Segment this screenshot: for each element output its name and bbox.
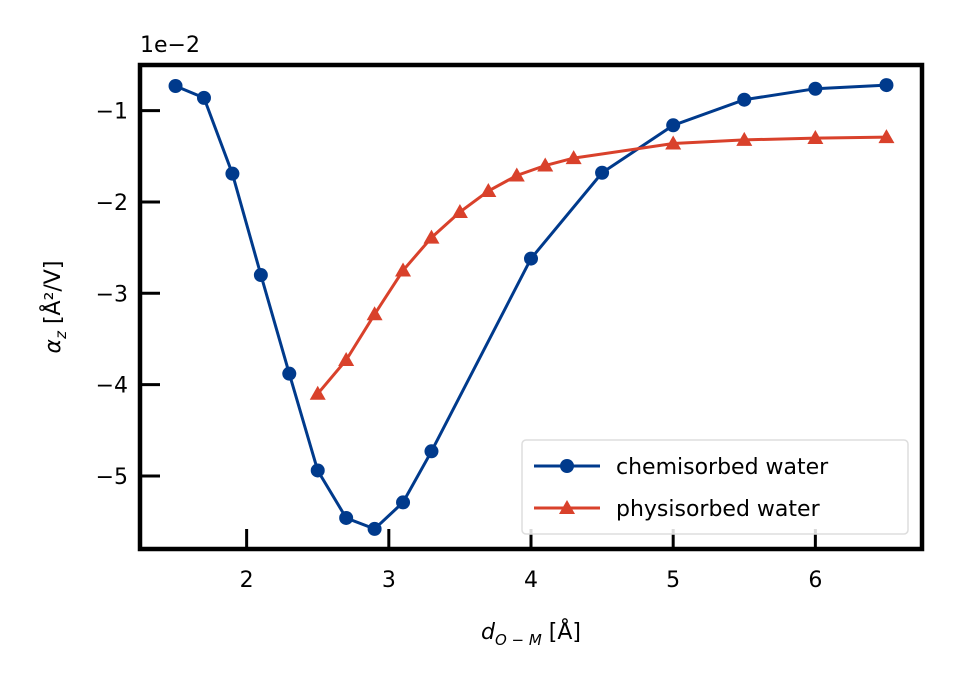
series-line-0 xyxy=(174,83,887,531)
legend-box xyxy=(521,439,909,535)
y-axis-label-unit: [Å²/V] xyxy=(39,261,66,332)
data-point-0 xyxy=(339,510,354,525)
data-point-0 xyxy=(282,366,297,381)
data-point-0 xyxy=(666,118,681,133)
data-point-1 xyxy=(736,131,753,146)
legend: chemisorbed water physisorbed water xyxy=(521,439,909,535)
y-axis-label: αz [Å²/V] xyxy=(39,261,70,354)
x-tick-label: 3 xyxy=(382,568,396,593)
data-point-1 xyxy=(508,167,525,182)
x-axis-label-subscript: O − M xyxy=(495,631,542,649)
x-tick-label: 6 xyxy=(808,568,822,593)
data-point-0 xyxy=(808,81,823,96)
y-multiplier-label: 1e−2 xyxy=(140,33,200,58)
plot-frame xyxy=(137,62,925,552)
y-tick-label: −3 xyxy=(96,282,128,307)
y-tick-label: −5 xyxy=(96,465,128,490)
legend-label-chemisorbed: chemisorbed water xyxy=(616,455,829,480)
y-axis-ticks: −1 −2 −3 −4 −5 xyxy=(96,100,160,490)
x-tick-label: 4 xyxy=(524,568,538,593)
data-point-0 xyxy=(225,166,240,181)
x-axis-label-unit: [Å] xyxy=(542,618,581,645)
x-axis-label: dO − M [Å] xyxy=(481,618,581,649)
data-point-1 xyxy=(565,150,582,165)
data-point-0 xyxy=(168,79,183,94)
data-point-0 xyxy=(310,463,325,478)
legend-marker-chemisorbed xyxy=(560,459,574,473)
data-point-1 xyxy=(807,130,824,145)
x-axis-label-main: d xyxy=(481,620,496,645)
data-point-0 xyxy=(595,165,610,180)
series-layer xyxy=(168,78,895,536)
data-point-1 xyxy=(309,385,326,400)
x-tick-label: 2 xyxy=(240,568,254,593)
legend-label-physisorbed: physisorbed water xyxy=(616,497,821,522)
x-tick-label: 5 xyxy=(666,568,680,593)
data-point-1 xyxy=(366,306,383,321)
series-line-1 xyxy=(316,135,887,395)
y-tick-label: −2 xyxy=(96,191,128,216)
data-point-1 xyxy=(395,262,412,277)
data-point-0 xyxy=(396,495,411,510)
data-point-1 xyxy=(878,129,895,144)
y-axis-label-subscript: z xyxy=(52,330,70,340)
data-point-0 xyxy=(737,92,752,107)
data-point-1 xyxy=(338,351,355,366)
data-point-0 xyxy=(424,444,439,459)
y-tick-label: −1 xyxy=(96,100,128,125)
data-point-0 xyxy=(367,521,382,536)
data-point-1 xyxy=(423,229,440,244)
data-point-1 xyxy=(480,183,497,198)
data-point-1 xyxy=(451,204,468,219)
y-axis-label-main: α xyxy=(41,338,66,353)
data-point-0 xyxy=(196,90,211,105)
x-axis-ticks: 2 3 4 5 6 xyxy=(240,529,822,593)
data-point-1 xyxy=(665,135,682,150)
data-point-0 xyxy=(253,268,268,283)
legend-marker-physisorbed xyxy=(559,500,575,514)
data-point-1 xyxy=(537,157,554,172)
data-point-0 xyxy=(879,78,894,93)
data-point-0 xyxy=(524,251,538,266)
y-tick-label: −4 xyxy=(96,374,128,399)
